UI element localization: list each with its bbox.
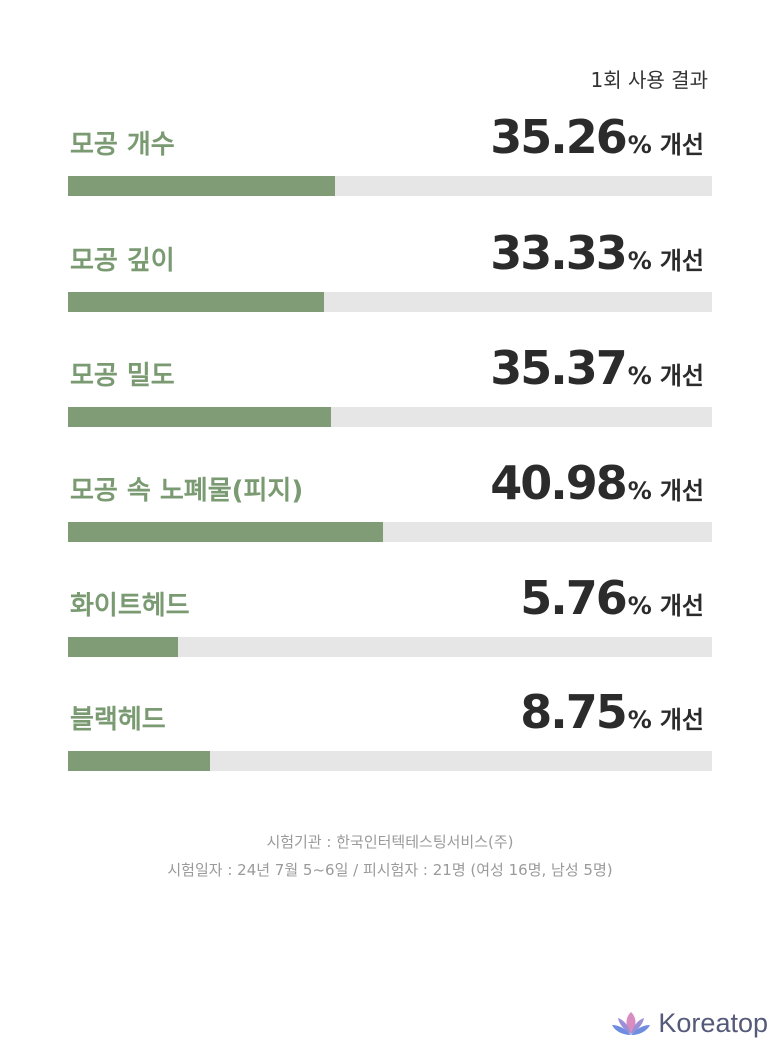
metric-label: 모공 깊이 — [70, 246, 175, 276]
percent-sign: % — [627, 477, 652, 505]
value-number: 33.33 — [490, 226, 628, 280]
bar-track — [68, 292, 712, 312]
metric-value: 5.76% 개선 — [520, 571, 704, 625]
percent-sign: % — [627, 706, 652, 734]
bar-fill — [68, 637, 179, 657]
value-number: 35.26 — [490, 110, 628, 164]
test-details: 시험일자 : 24년 7월 5~6일 / 피시험자 : 21명 (여성 16명,… — [167, 861, 613, 879]
metric-value: 35.26% 개선 — [490, 110, 704, 164]
value-number: 5.76 — [520, 571, 627, 625]
percent-sign: % — [627, 247, 652, 275]
metric-label: 모공 속 노폐물(피지) — [70, 476, 304, 506]
value-number: 35.37 — [490, 341, 628, 395]
metric-value: 8.75% 개선 — [520, 685, 704, 739]
bar-fill — [68, 522, 383, 542]
improvement-label: 개선 — [659, 477, 704, 505]
bar-fill — [68, 292, 325, 312]
improvement-label: 개선 — [659, 247, 704, 275]
bar-fill — [68, 407, 331, 427]
bar-track — [68, 751, 712, 771]
improvement-label: 개선 — [659, 362, 704, 390]
result-note: 1회 사용 결과 — [590, 68, 708, 92]
percent-sign: % — [627, 362, 652, 390]
metric-label: 화이트헤드 — [70, 591, 190, 621]
metric-label: 모공 개수 — [70, 130, 175, 160]
brand-logo: Koreatop — [610, 1008, 768, 1039]
value-number: 40.98 — [490, 456, 628, 510]
improvement-label: 개선 — [659, 131, 704, 159]
bar-track — [68, 407, 712, 427]
bar-track — [68, 522, 712, 542]
improvement-label: 개선 — [659, 706, 704, 734]
bar-track — [68, 176, 712, 196]
percent-sign: % — [627, 592, 652, 620]
value-number: 8.75 — [520, 685, 627, 739]
metric-value: 33.33% 개선 — [490, 226, 704, 280]
percent-sign: % — [627, 131, 652, 159]
bar-fill — [68, 176, 336, 196]
metric-label: 블랙헤드 — [70, 705, 166, 735]
bar-track — [68, 637, 712, 657]
brand-name: Koreatop — [658, 1008, 768, 1038]
bar-fill — [68, 751, 211, 771]
improvement-label: 개선 — [659, 592, 704, 620]
metric-value: 40.98% 개선 — [490, 456, 704, 510]
test-institution: 시험기관 : 한국인터텍테스팅서비스(주) — [266, 833, 514, 851]
lotus-icon — [612, 1011, 651, 1035]
metric-value: 35.37% 개선 — [490, 341, 704, 395]
metric-label: 모공 밀도 — [70, 361, 175, 391]
